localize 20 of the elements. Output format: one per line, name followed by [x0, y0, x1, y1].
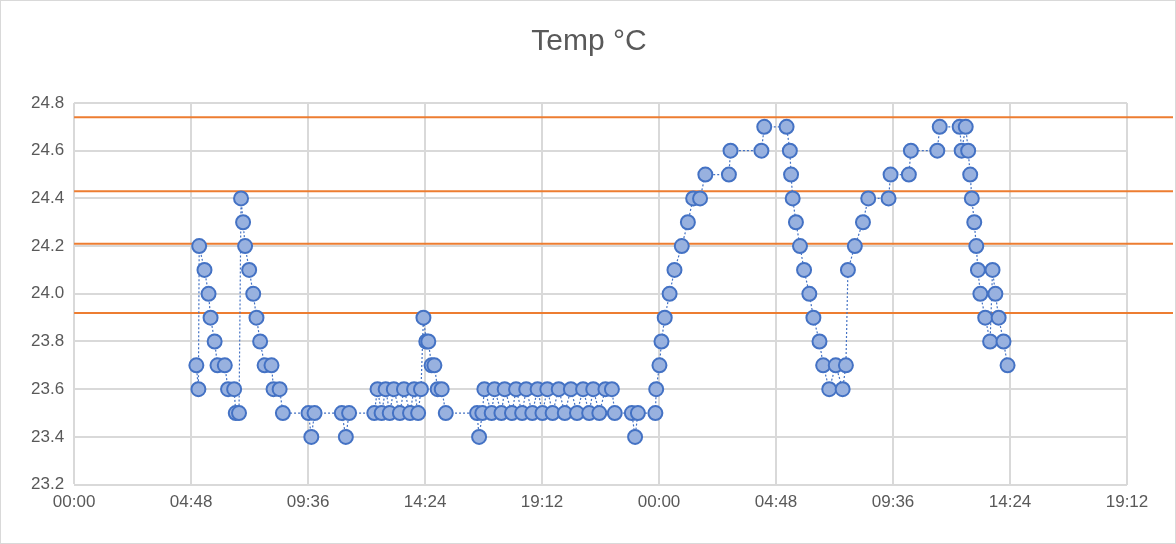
chart-title: Temp °C [530, 23, 648, 57]
y-tick-label: 24.0 [30, 283, 65, 303]
x-tick-label: 00:00 [637, 492, 681, 512]
x-tick-label: 14:24 [988, 492, 1032, 512]
y-tick-label: 23.4 [30, 426, 65, 446]
y-tick-label: 24.8 [30, 92, 65, 112]
x-tick-label: 14:24 [403, 492, 447, 512]
x-tick-label: 04:48 [754, 492, 798, 512]
x-tick-label: 09:36 [871, 492, 915, 512]
x-tick-label: 00:00 [52, 492, 96, 512]
y-tick-label: 23.6 [30, 378, 65, 398]
y-tick-label: 24.2 [30, 235, 65, 255]
y-tick-label: 24.6 [30, 140, 65, 160]
y-tick-label: 24.4 [30, 188, 65, 208]
x-tick-label: 19:12 [520, 492, 564, 512]
x-tick-label: 04:48 [169, 492, 213, 512]
x-tick-label: 09:36 [286, 492, 330, 512]
y-tick-label: 23.2 [30, 474, 65, 494]
y-tick-label: 23.8 [30, 331, 65, 351]
x-tick-label: 19:12 [1105, 492, 1149, 512]
